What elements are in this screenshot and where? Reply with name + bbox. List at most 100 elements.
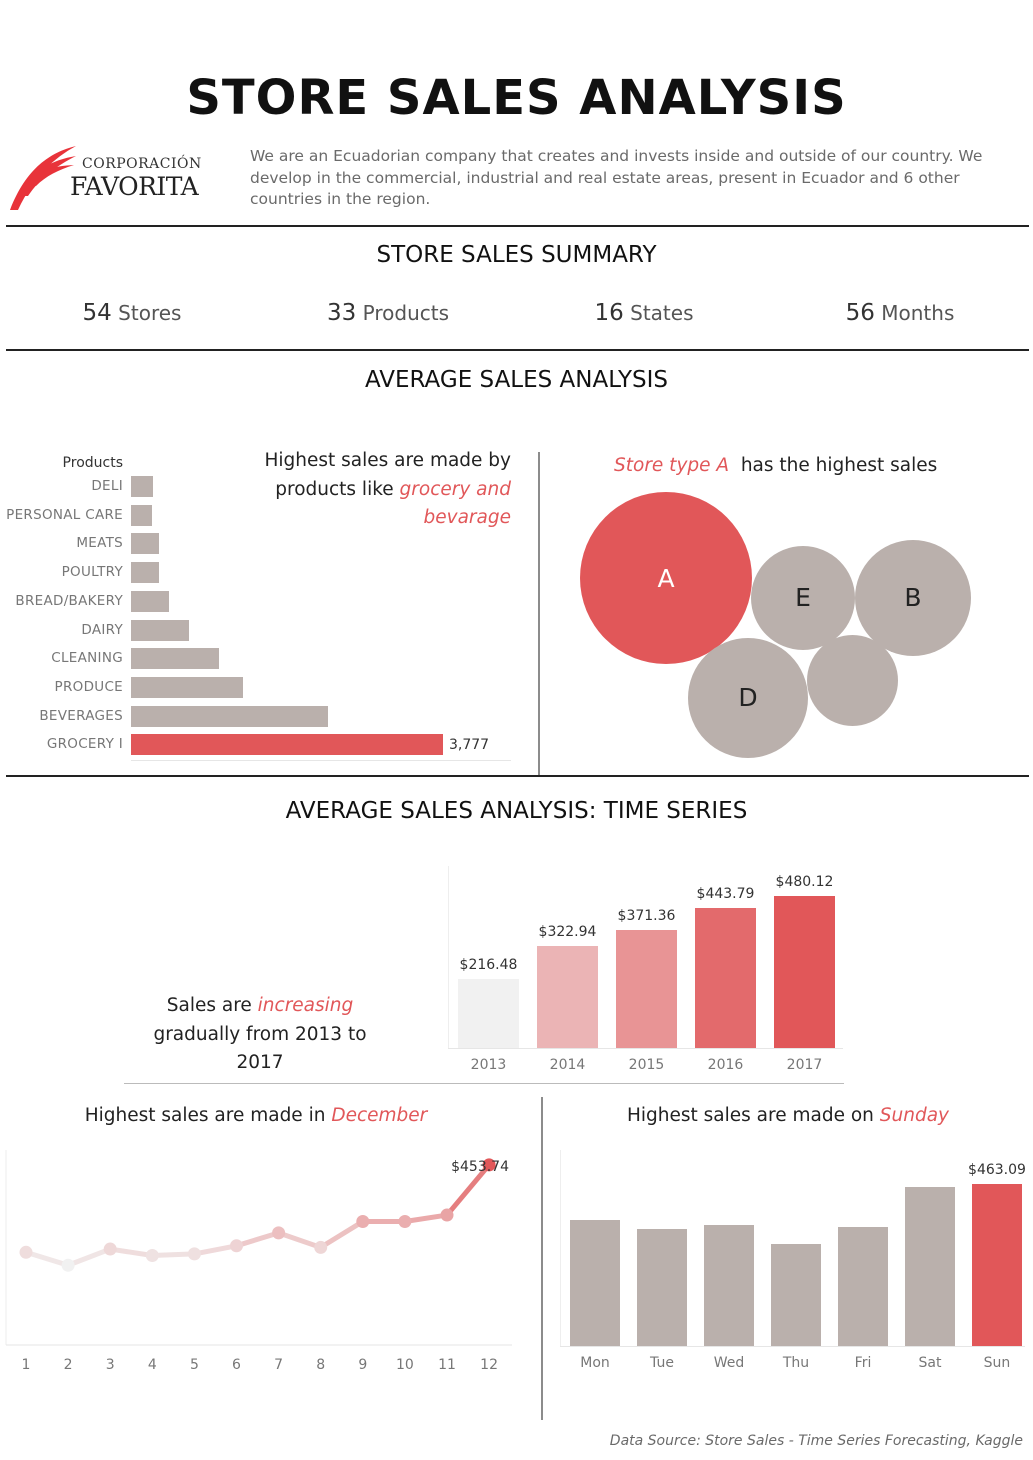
day-data-label: $463.09 — [968, 1162, 1026, 1178]
store-type-bubble: D — [687, 637, 809, 759]
month-line-segment — [402, 1212, 450, 1225]
logo-line2: FAVORITA — [70, 172, 199, 201]
year-tick-label: 2015 — [628, 1057, 665, 1073]
day-tick-label: Sun — [983, 1355, 1011, 1371]
month-point — [19, 1245, 33, 1259]
yearly-bar-chart: $216.48 2013 $322.94 2014 $371.36 2015 $443.79… — [448, 866, 848, 1081]
year-tick-label: 2014 — [549, 1057, 586, 1073]
month-point — [230, 1239, 243, 1253]
day-tick-label: Tue — [650, 1355, 674, 1371]
stat-states: 16 States — [594, 300, 694, 326]
day-bar — [570, 1220, 620, 1346]
year-bar — [695, 907, 756, 1048]
month-tick-label: 10 — [396, 1357, 414, 1373]
day-axis-left — [560, 1150, 561, 1346]
day-bar — [637, 1228, 687, 1346]
month-line-segment — [23, 1249, 71, 1268]
month-tick-label: 4 — [148, 1357, 157, 1373]
month-point — [398, 1215, 412, 1229]
day-bar — [838, 1227, 888, 1346]
day-tick-label: Fri — [854, 1355, 872, 1371]
month-line-segment — [149, 1251, 197, 1259]
month-point — [61, 1258, 75, 1272]
month-line-segment — [191, 1243, 239, 1257]
product-label: DAIRY — [81, 621, 123, 638]
store-type-bubble: A — [580, 492, 752, 664]
stat-stores: 54 Stores — [82, 300, 182, 326]
month-point — [440, 1208, 454, 1222]
product-label: POULTRY — [61, 564, 123, 581]
divider — [124, 1083, 844, 1084]
year-axis-left — [448, 866, 449, 1048]
store-type-annotation: Store type A has the highest sales — [614, 455, 938, 476]
month-tick-label: 2 — [64, 1357, 73, 1373]
product-label: PERSONAL CARE — [6, 506, 123, 523]
month-tick-label: 3 — [106, 1357, 115, 1373]
product-label: CLEANING — [51, 650, 123, 667]
product-label: DELI — [91, 478, 123, 494]
month-tick-label: 7 — [274, 1357, 283, 1373]
product-bar — [131, 619, 190, 641]
stat-products: 33 Products — [327, 300, 449, 326]
divider — [6, 225, 1029, 227]
product-label: BREAD/BAKERY — [15, 592, 123, 609]
month-tick-label: 9 — [358, 1357, 367, 1373]
month-point — [187, 1247, 201, 1261]
store-type-bubble — [807, 635, 899, 727]
month-tick-label: 11 — [438, 1357, 456, 1373]
month-data-label: $453.74 — [451, 1159, 509, 1175]
product-label: MEATS — [76, 535, 123, 552]
month-line-segment — [276, 1230, 324, 1250]
product-bar — [131, 705, 329, 727]
corporacion-favorita-logo: CORPORACIÓN FAVORITA — [6, 138, 221, 212]
monthly-line-chart: 1 2 3 4 5 6 7 8 9 10 11 12 $453.74 — [4, 1150, 516, 1380]
product-label: BEVERAGES — [39, 707, 123, 724]
month-tick-label: 1 — [22, 1357, 31, 1373]
month-line-segment — [107, 1246, 155, 1259]
logo-swoosh-icon — [10, 146, 76, 210]
products-annotation: Highest sales are made by products like … — [264, 450, 511, 528]
month-annotation: Highest sales are made in December — [84, 1105, 428, 1126]
day-tick-label: Sat — [918, 1355, 942, 1371]
month-point — [482, 1158, 496, 1172]
year-data-label: $216.48 — [459, 957, 518, 974]
product-bar — [131, 676, 243, 698]
product-label: PRODUCE — [54, 678, 123, 695]
month-point — [314, 1240, 328, 1254]
store-type-bubble: E — [750, 545, 856, 651]
month-line-segment — [65, 1246, 113, 1268]
vertical-divider — [541, 1097, 543, 1420]
day-bar — [704, 1225, 754, 1346]
day-tick-label: Mon — [580, 1355, 610, 1371]
day-tick-label: Thu — [782, 1355, 810, 1371]
year-tick-label: 2013 — [470, 1057, 507, 1073]
year-data-label: $322.94 — [538, 923, 597, 940]
month-point — [145, 1249, 159, 1263]
product-axis-line — [131, 760, 511, 761]
summary-title: STORE SALES SUMMARY — [376, 242, 657, 268]
product-bar — [131, 734, 443, 756]
product-data-label: 3,777 — [449, 737, 490, 754]
store-type-bubble: B — [854, 539, 972, 657]
year-data-label: $480.12 — [775, 874, 834, 890]
year-bar — [774, 896, 835, 1048]
product-bar — [131, 590, 170, 612]
month-tick-label: 8 — [316, 1357, 325, 1373]
stat-months: 56 Months — [845, 300, 955, 326]
month-point — [103, 1242, 117, 1256]
product-bar — [131, 648, 219, 670]
logo-line1: CORPORACIÓN — [82, 156, 202, 172]
year-bar — [537, 945, 598, 1048]
product-bar — [131, 533, 160, 555]
month-line-svg: 1 2 3 4 5 6 7 8 9 10 11 12$453.74 — [5, 1150, 512, 1373]
average-title: AVERAGE SALES ANALYSIS — [364, 367, 669, 393]
day-tick-label: Wed — [713, 1355, 745, 1371]
month-tick-label: 5 — [190, 1357, 199, 1373]
day-bar — [972, 1184, 1022, 1346]
products-axis-title: Products — [62, 455, 123, 471]
year-tick-label: 2017 — [786, 1057, 823, 1073]
month-point — [356, 1215, 370, 1229]
page-title: STORE SALES ANALYSIS — [186, 70, 847, 126]
year-bar — [458, 979, 519, 1048]
data-source: Data Source: Store Sales - Time Series F… — [609, 1433, 1023, 1449]
